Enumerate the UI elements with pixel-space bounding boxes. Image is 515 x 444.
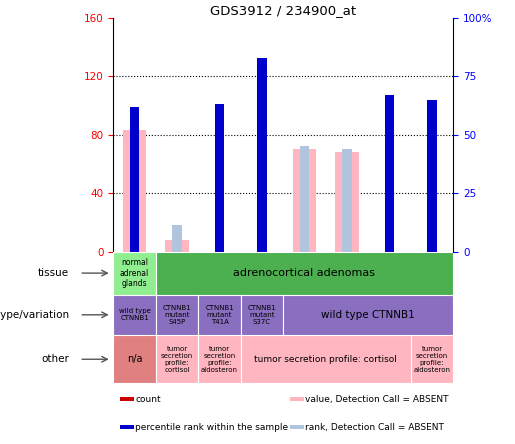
Bar [165, 240, 188, 252]
Text: tumor
secretion
profile:
aldosteron: tumor secretion profile: aldosteron [201, 346, 238, 373]
Bar [156, 335, 198, 384]
Bar [120, 425, 134, 429]
Bar [198, 335, 241, 384]
Bar [410, 335, 453, 384]
Text: tumor
secretion
profile:
cortisol: tumor secretion profile: cortisol [161, 346, 193, 373]
Bar [113, 252, 156, 294]
Text: count: count [135, 395, 161, 404]
Text: CTNNB1
mutant
S45P: CTNNB1 mutant S45P [163, 305, 192, 325]
Text: rank, Detection Call = ABSENT: rank, Detection Call = ABSENT [305, 423, 444, 432]
Text: wild type CTNNB1: wild type CTNNB1 [321, 310, 415, 320]
Text: CTNNB1
mutant
T41A: CTNNB1 mutant T41A [205, 305, 234, 325]
Bar [198, 294, 241, 335]
Bar [120, 397, 134, 401]
Bar [258, 73, 267, 252]
Text: n/a: n/a [127, 354, 142, 364]
Text: other: other [41, 354, 69, 364]
Bar [385, 157, 394, 252]
Bar [385, 95, 394, 252]
Bar [342, 149, 352, 252]
Text: tissue: tissue [38, 268, 69, 278]
Text: percentile rank within the sample: percentile rank within the sample [135, 423, 288, 432]
Text: tumor secretion profile: cortisol: tumor secretion profile: cortisol [254, 355, 397, 364]
Bar [283, 294, 453, 335]
Bar [290, 397, 304, 401]
Bar [156, 252, 453, 294]
Bar [173, 226, 182, 252]
Text: genotype/variation: genotype/variation [0, 310, 69, 320]
Bar [258, 58, 267, 252]
Text: adrenocortical adenomas: adrenocortical adenomas [233, 268, 375, 278]
Bar [123, 131, 146, 252]
Bar [427, 161, 437, 252]
Bar [113, 335, 156, 384]
Bar [335, 152, 358, 252]
Bar [300, 147, 309, 252]
Text: value, Detection Call = ABSENT: value, Detection Call = ABSENT [305, 395, 449, 404]
Bar [156, 294, 198, 335]
Bar [215, 104, 224, 252]
Title: GDS3912 / 234900_at: GDS3912 / 234900_at [210, 4, 356, 16]
Bar [215, 139, 224, 252]
Bar [113, 294, 156, 335]
Bar [427, 99, 437, 252]
Text: CTNNB1
mutant
S37C: CTNNB1 mutant S37C [248, 305, 277, 325]
Bar [130, 107, 139, 252]
Bar [293, 149, 316, 252]
Text: tumor
secretion
profile:
aldosteron: tumor secretion profile: aldosteron [414, 346, 451, 373]
Bar [241, 294, 283, 335]
Text: normal
adrenal
glands: normal adrenal glands [120, 258, 149, 288]
Bar [241, 335, 410, 384]
Bar [290, 425, 304, 429]
Text: wild type
CTNNB1: wild type CTNNB1 [118, 308, 150, 321]
